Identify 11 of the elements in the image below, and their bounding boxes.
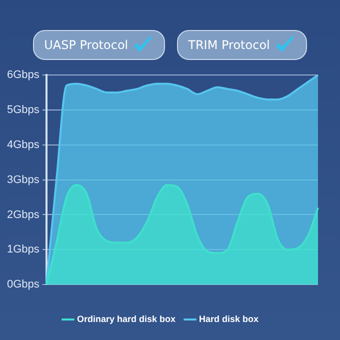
legend-label: Ordinary hard disk box [76,314,176,324]
y-tick-label: 4Gbps [6,138,40,151]
legend-label: Hard disk box [199,314,259,324]
y-tick-label: 1Gbps [6,244,40,256]
y-tick-label: 0Gbps [6,278,40,291]
y-tick-label: 3Gbps [6,174,40,186]
text: UASP Protocol [44,38,128,52]
y-tick-label: 5Gbps [6,104,40,116]
y-tick-label: 6Gbps [6,69,40,82]
text: TRIM Protocol [188,38,270,52]
y-tick-label: 2Gbps [6,208,40,221]
